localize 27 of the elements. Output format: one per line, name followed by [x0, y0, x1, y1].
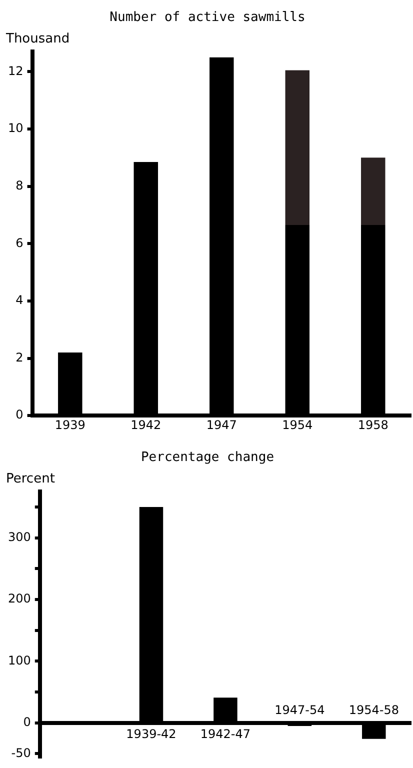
y-tick-label: 200 [8, 592, 31, 606]
y-axis-title: Thousand [5, 31, 70, 46]
x-tick-label: 1958 [358, 418, 388, 432]
y-tick-label: 0 [23, 715, 31, 730]
y-tick-label: -50 [11, 746, 31, 760]
y-tick-label: 10 [8, 121, 24, 136]
y-tick-label: 12 [8, 64, 24, 78]
y-tick-label: 4 [16, 293, 24, 308]
chart-title: Percentage change [140, 450, 274, 466]
x-tick-label: 1939 [54, 418, 86, 432]
x-tick-label: 1954-58 [348, 703, 399, 718]
x-tick-label: 1954 [282, 418, 313, 432]
x-tick-label: 1942 [130, 418, 162, 432]
x-tick-label: 1942-47 [200, 727, 251, 742]
x-tick-label: 1939-42 [126, 727, 176, 742]
y-tick-label: 300 [8, 530, 31, 544]
bar [361, 158, 386, 225]
y-tick-label: 8 [16, 178, 24, 192]
y-tick-label: 0 [16, 408, 24, 422]
chart-title: Number of active sawmills [110, 10, 306, 26]
y-axis-title: Percent [6, 471, 55, 486]
x-tick-label: 1947-54 [274, 703, 325, 718]
y-tick-label: 100 [8, 653, 31, 668]
y-tick-label: 6 [16, 236, 24, 250]
y-tick-label: 2 [16, 350, 24, 364]
x-tick-label: 1947 [206, 418, 237, 432]
bar [285, 70, 310, 225]
